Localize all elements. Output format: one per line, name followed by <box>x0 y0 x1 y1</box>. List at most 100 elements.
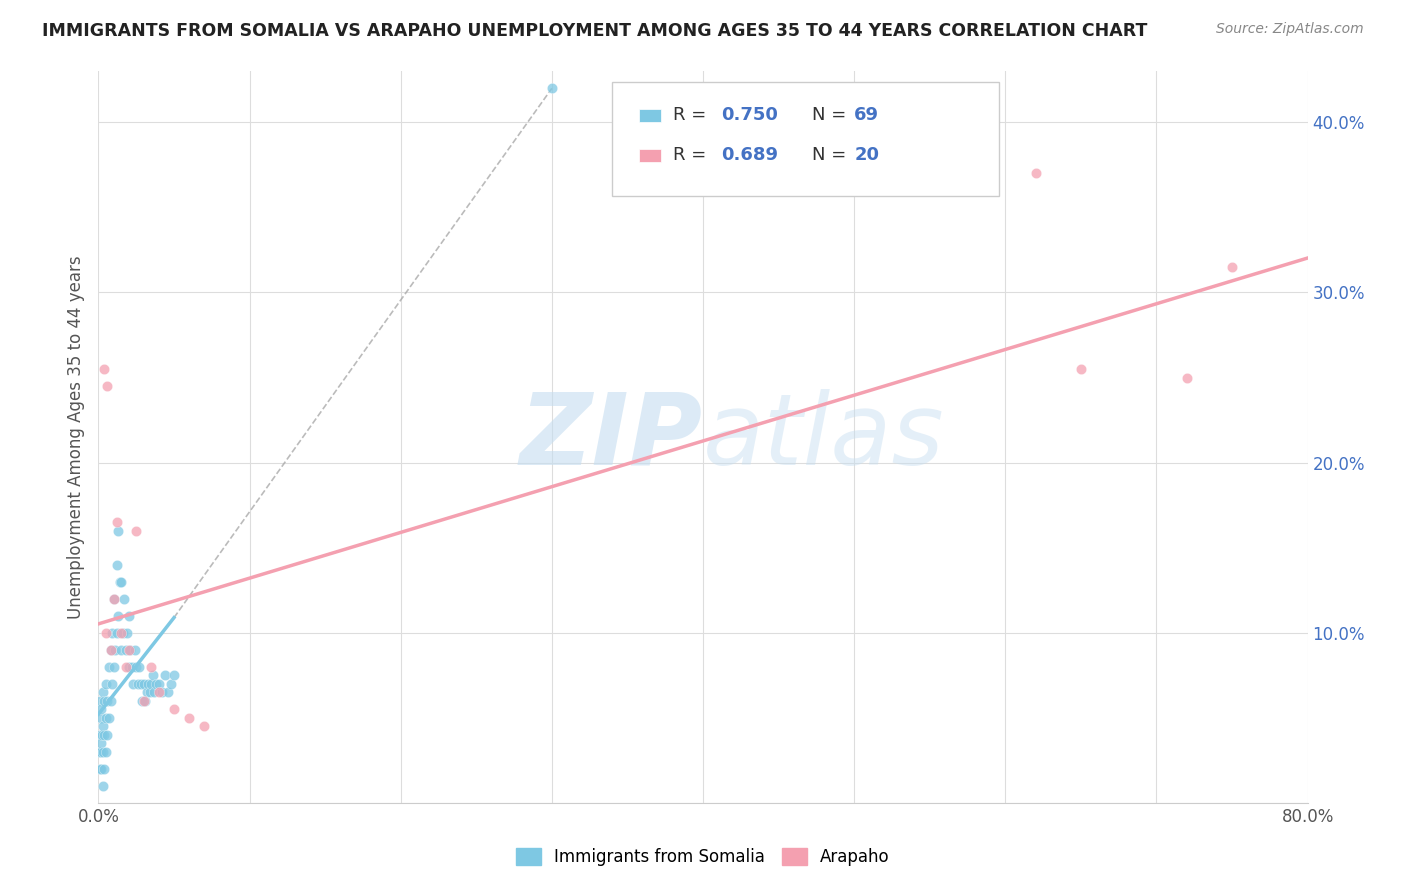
Point <box>91 685 114 699</box>
Point <box>111 625 134 640</box>
Point <box>105 625 128 640</box>
Point <box>90 711 112 725</box>
Point <box>105 558 128 572</box>
Text: 0.689: 0.689 <box>721 146 778 164</box>
Point <box>142 668 165 682</box>
Point <box>91 728 114 742</box>
Point <box>104 642 127 657</box>
Point <box>121 659 143 673</box>
Point <box>94 745 117 759</box>
Point <box>114 642 136 657</box>
Point <box>136 677 159 691</box>
Point <box>100 642 122 657</box>
Text: 0.750: 0.750 <box>721 106 778 124</box>
Point <box>193 719 215 733</box>
Text: R =: R = <box>672 146 711 164</box>
Point <box>107 524 129 538</box>
Point <box>122 677 145 691</box>
Point <box>90 745 112 759</box>
Point <box>101 625 124 640</box>
Text: atlas: atlas <box>703 389 945 485</box>
Point <box>110 574 132 589</box>
Point <box>115 625 138 640</box>
Point <box>90 702 112 716</box>
Point <box>101 677 124 691</box>
Point <box>107 608 129 623</box>
Point <box>93 728 115 742</box>
Point <box>103 659 125 673</box>
FancyBboxPatch shape <box>638 109 661 122</box>
Point <box>93 362 115 376</box>
Point <box>128 659 150 673</box>
Point <box>118 608 141 623</box>
Point <box>540 81 562 95</box>
Text: 20: 20 <box>855 146 879 164</box>
Point <box>134 694 156 708</box>
Point <box>103 591 125 606</box>
Text: Source: ZipAtlas.com: Source: ZipAtlas.com <box>1216 22 1364 37</box>
Point <box>89 694 111 708</box>
Point <box>132 677 155 691</box>
Point <box>89 728 111 742</box>
Point <box>1070 362 1092 376</box>
Text: IMMIGRANTS FROM SOMALIA VS ARAPAHO UNEMPLOYMENT AMONG AGES 35 TO 44 YEARS CORREL: IMMIGRANTS FROM SOMALIA VS ARAPAHO UNEMP… <box>42 22 1147 40</box>
Point <box>110 625 132 640</box>
Point <box>93 762 115 776</box>
Text: ZIP: ZIP <box>520 389 703 485</box>
FancyBboxPatch shape <box>613 82 1000 195</box>
Point <box>118 642 141 657</box>
Point <box>153 668 176 682</box>
Point <box>148 677 170 691</box>
Point <box>1220 260 1243 274</box>
Point <box>145 677 167 691</box>
Point <box>96 379 118 393</box>
Point <box>94 677 117 691</box>
Point <box>150 685 173 699</box>
Point <box>112 591 135 606</box>
Point <box>129 677 152 691</box>
FancyBboxPatch shape <box>638 149 661 162</box>
Point <box>132 694 155 708</box>
Y-axis label: Unemployment Among Ages 35 to 44 years: Unemployment Among Ages 35 to 44 years <box>66 255 84 619</box>
Point <box>118 659 141 673</box>
Point <box>125 659 148 673</box>
Point <box>93 694 115 708</box>
Point <box>135 685 157 699</box>
Point <box>110 642 132 657</box>
Point <box>108 574 131 589</box>
Point <box>96 728 118 742</box>
Point <box>163 702 186 716</box>
Point <box>1024 166 1046 180</box>
Text: 69: 69 <box>855 106 879 124</box>
Point <box>90 762 112 776</box>
Point <box>100 642 122 657</box>
Point <box>98 659 121 673</box>
Point <box>89 745 111 759</box>
Text: N =: N = <box>811 146 852 164</box>
Point <box>1175 370 1198 384</box>
Point <box>125 524 148 538</box>
Point <box>124 642 146 657</box>
Point <box>143 685 166 699</box>
Point <box>141 677 163 691</box>
Point <box>98 711 121 725</box>
Point <box>141 659 163 673</box>
Point <box>139 685 162 699</box>
Point <box>114 659 136 673</box>
Point <box>105 515 128 529</box>
Point <box>91 779 114 793</box>
Point <box>94 711 117 725</box>
Point <box>100 694 122 708</box>
Point <box>179 711 201 725</box>
Point <box>96 694 118 708</box>
Point <box>127 677 149 691</box>
Text: N =: N = <box>811 106 852 124</box>
Point <box>156 685 179 699</box>
Point <box>91 745 114 759</box>
Point <box>94 625 117 640</box>
Legend: Immigrants from Somalia, Arapaho: Immigrants from Somalia, Arapaho <box>508 840 898 875</box>
Point <box>163 668 186 682</box>
Point <box>91 719 114 733</box>
Point <box>89 762 111 776</box>
Point <box>103 591 125 606</box>
